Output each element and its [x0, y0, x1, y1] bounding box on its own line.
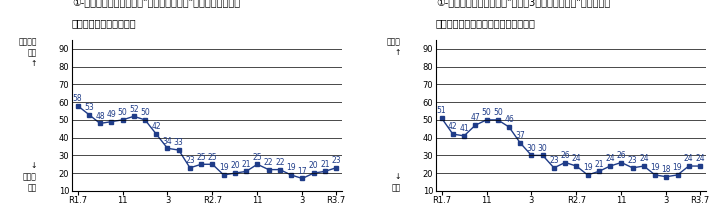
- Text: 50: 50: [140, 108, 150, 117]
- Text: 42: 42: [448, 122, 458, 131]
- Text: ①-ア　国内の主食用米の"現在の需給動向"について、どう考: ①-ア 国内の主食用米の"現在の需給動向"について、どう考: [72, 0, 240, 7]
- Text: 23: 23: [185, 156, 195, 165]
- Text: ①-イ　国内の主食用米の"向こう3ヶ月の需給動向"について、: ①-イ 国内の主食用米の"向こう3ヶ月の需給動向"について、: [436, 0, 611, 7]
- Text: 50: 50: [482, 108, 492, 117]
- Text: 37: 37: [516, 131, 525, 140]
- Text: 24: 24: [684, 154, 693, 163]
- Text: 21: 21: [320, 160, 330, 168]
- Text: 締まって
いる
↑: 締まって いる ↑: [19, 37, 37, 68]
- Text: 23: 23: [331, 156, 341, 165]
- Text: 19: 19: [582, 163, 593, 172]
- Text: 23: 23: [549, 156, 559, 165]
- Text: 19: 19: [219, 163, 228, 172]
- Text: 42: 42: [151, 122, 161, 131]
- Text: 53: 53: [84, 103, 94, 112]
- Text: 19: 19: [672, 163, 683, 172]
- Text: 20: 20: [230, 161, 240, 170]
- Text: 50: 50: [117, 108, 127, 117]
- Text: 51: 51: [437, 106, 446, 115]
- Text: ↓
締んで
いる: ↓ 締んで いる: [23, 161, 37, 192]
- Text: 50: 50: [493, 108, 503, 117]
- Text: 24: 24: [639, 154, 649, 163]
- Text: 52: 52: [129, 105, 138, 113]
- Text: 25: 25: [253, 153, 262, 161]
- Text: 47: 47: [470, 113, 480, 122]
- Text: 21: 21: [594, 160, 603, 168]
- Text: どうなると考えていますか。（全体）: どうなると考えていますか。（全体）: [436, 18, 536, 28]
- Text: 締まる
↑: 締まる ↑: [387, 37, 401, 57]
- Text: 19: 19: [650, 163, 660, 172]
- Text: 22: 22: [264, 158, 274, 167]
- Text: 30: 30: [538, 144, 548, 153]
- Text: 48: 48: [95, 112, 105, 121]
- Text: 26: 26: [560, 151, 570, 160]
- Text: えていますか。（全体）: えていますか。（全体）: [72, 18, 137, 28]
- Text: 30: 30: [526, 144, 536, 153]
- Text: 49: 49: [107, 110, 116, 119]
- Text: 41: 41: [459, 124, 469, 133]
- Text: 24: 24: [696, 154, 705, 163]
- Text: 19: 19: [287, 163, 296, 172]
- Text: 21: 21: [241, 160, 251, 168]
- Text: 18: 18: [662, 165, 671, 174]
- Text: 20: 20: [309, 161, 318, 170]
- Text: 24: 24: [606, 154, 615, 163]
- Text: 17: 17: [297, 167, 307, 176]
- Text: 34: 34: [163, 137, 172, 145]
- Text: 58: 58: [73, 94, 82, 103]
- Text: 46: 46: [504, 115, 514, 124]
- Text: 22: 22: [275, 158, 284, 167]
- Text: 25: 25: [197, 153, 206, 161]
- Text: 33: 33: [174, 138, 184, 147]
- Text: 26: 26: [616, 151, 626, 160]
- Text: 24: 24: [572, 154, 581, 163]
- Text: 23: 23: [628, 156, 637, 165]
- Text: ↓
締む: ↓ 締む: [392, 172, 401, 192]
- Text: 25: 25: [207, 153, 217, 161]
